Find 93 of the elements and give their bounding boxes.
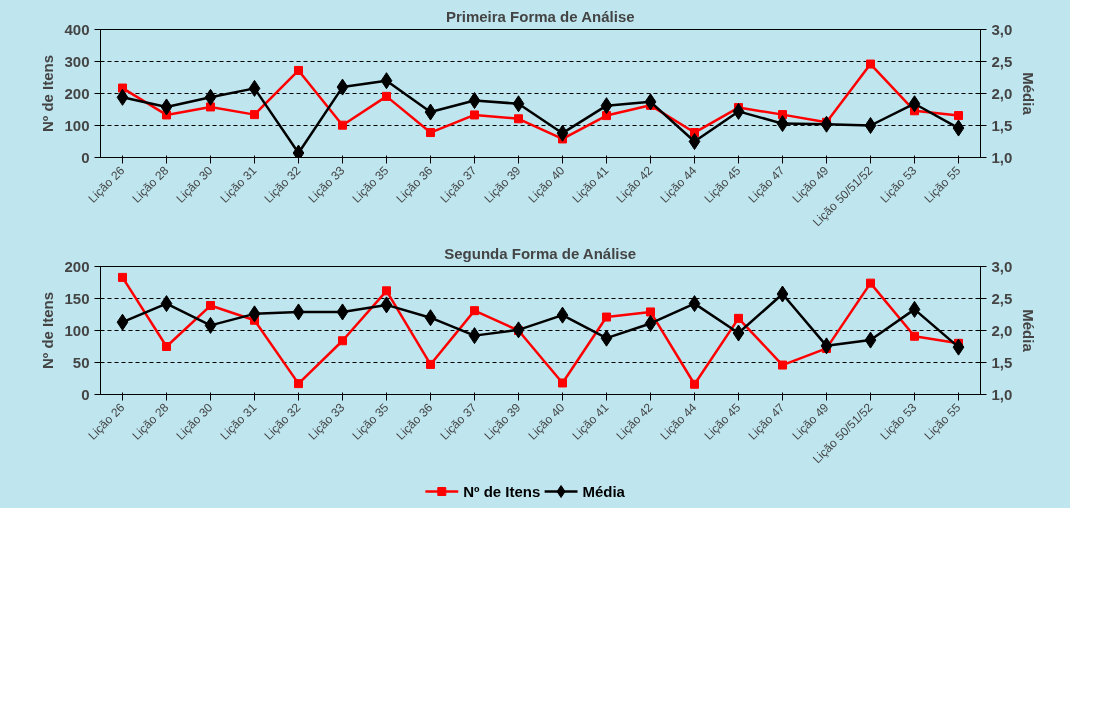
point <box>206 301 215 311</box>
point <box>908 300 921 318</box>
point <box>118 272 127 282</box>
point <box>116 313 129 331</box>
point <box>556 124 569 142</box>
point <box>382 286 391 296</box>
point <box>338 336 347 346</box>
y2-tick-label: 2,0 <box>991 84 1013 102</box>
point <box>866 59 875 69</box>
point <box>954 111 963 121</box>
point <box>778 360 787 370</box>
point <box>426 359 435 369</box>
y-tick-label: 100 <box>64 321 90 339</box>
y-tick-label: 100 <box>64 116 90 134</box>
y-axis-title: Nº de Itens <box>39 291 57 370</box>
y-axis-title: Nº de Itens <box>39 54 57 133</box>
point <box>248 305 261 323</box>
point <box>690 379 699 389</box>
y2-axis-title: Média <box>1020 309 1038 353</box>
y-tick-label: 0 <box>81 148 90 166</box>
y2-tick-label: 2,0 <box>991 321 1013 339</box>
point <box>864 331 877 349</box>
point <box>380 72 393 90</box>
point <box>910 331 919 341</box>
y-tick-label: 150 <box>64 289 90 307</box>
point <box>294 379 303 389</box>
point <box>820 337 833 355</box>
point <box>732 102 745 120</box>
point <box>864 117 877 134</box>
point <box>294 65 303 75</box>
point <box>426 128 435 138</box>
point <box>600 329 613 347</box>
point <box>160 98 173 116</box>
point <box>646 307 655 317</box>
chart-title: Primeira Forma de Análise <box>445 7 635 25</box>
point <box>470 306 479 316</box>
y-tick-label: 200 <box>64 257 90 275</box>
point <box>644 93 657 111</box>
point <box>424 309 437 327</box>
point <box>602 312 611 322</box>
point <box>382 91 391 101</box>
legend-label: Nº de Itens <box>463 483 541 500</box>
point <box>292 303 305 321</box>
point <box>866 278 875 288</box>
point <box>688 295 701 313</box>
point <box>558 378 567 388</box>
y2-tick-label: 1,5 <box>991 353 1013 371</box>
y2-tick-label: 1,0 <box>991 385 1013 403</box>
point <box>514 114 523 124</box>
y-tick-label: 0 <box>81 385 90 403</box>
point <box>468 327 481 345</box>
point <box>732 324 745 342</box>
point <box>338 120 347 130</box>
point <box>820 115 833 133</box>
y2-tick-label: 1,0 <box>991 148 1013 166</box>
point <box>336 303 349 321</box>
point <box>512 321 525 339</box>
point <box>512 95 525 113</box>
y2-axis-title: Média <box>1020 72 1038 116</box>
point <box>556 306 569 324</box>
y-tick-label: 200 <box>64 84 90 102</box>
y2-tick-label: 2,5 <box>991 52 1013 70</box>
point <box>908 95 921 113</box>
point <box>600 97 613 115</box>
y2-tick-label: 3,0 <box>991 257 1013 275</box>
point <box>688 133 701 150</box>
point <box>204 88 217 106</box>
legend-label: Média <box>582 483 626 500</box>
point <box>776 285 789 303</box>
point <box>776 115 789 133</box>
point <box>380 296 393 314</box>
y2-tick-label: 1,5 <box>991 116 1013 134</box>
point <box>952 338 965 356</box>
point <box>160 295 173 313</box>
y-tick-label: 400 <box>64 20 90 38</box>
point <box>204 316 217 334</box>
y2-tick-label: 3,0 <box>991 20 1013 38</box>
y2-tick-label: 2,5 <box>991 289 1013 307</box>
chart-title: Segunda Forma de Análise <box>444 244 637 262</box>
point <box>250 110 259 120</box>
point <box>952 119 965 137</box>
point <box>644 314 657 332</box>
point <box>602 111 611 121</box>
point <box>470 110 479 120</box>
point <box>468 92 481 110</box>
point <box>248 79 261 97</box>
point <box>336 78 349 96</box>
y-tick-label: 50 <box>72 353 90 371</box>
y-tick-label: 300 <box>64 52 90 70</box>
point <box>162 342 171 351</box>
point <box>734 313 743 323</box>
point <box>424 103 437 121</box>
point <box>116 88 129 106</box>
